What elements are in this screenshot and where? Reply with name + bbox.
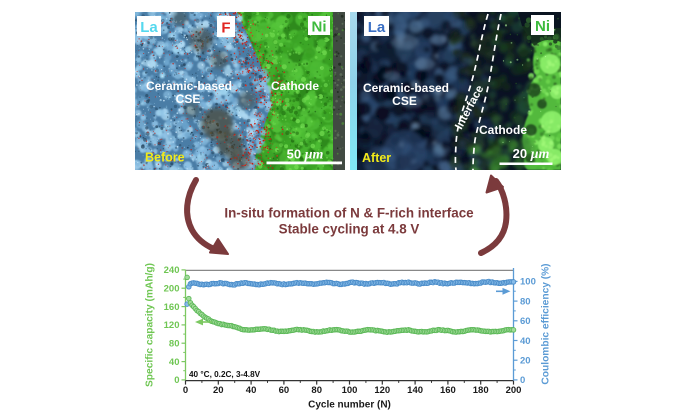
svg-text:80: 80 (169, 339, 180, 350)
svg-text:0: 0 (174, 375, 179, 386)
svg-text:CSE: CSE (392, 94, 417, 108)
svg-text:160: 160 (164, 302, 180, 313)
svg-text:Stable cycling at 4.8 V: Stable cycling at 4.8 V (279, 222, 420, 237)
svg-text:60: 60 (520, 316, 531, 327)
svg-text:In-situ formation of N & F-ric: In-situ formation of N & F-rich interfac… (224, 206, 473, 221)
svg-text:Before: Before (145, 151, 185, 165)
svg-text:Ceramic-based: Ceramic-based (363, 81, 449, 95)
svg-text:120: 120 (374, 385, 390, 396)
svg-text:Specific capacity (mAh/g): Specific capacity (mAh/g) (145, 263, 156, 387)
svg-text:120: 120 (164, 320, 180, 331)
svg-text:La: La (140, 19, 158, 36)
svg-text:Coulombic efficiency (%): Coulombic efficiency (%) (541, 263, 552, 384)
svg-text:50 μm: 50 μm (287, 147, 324, 163)
svg-text:80: 80 (520, 296, 531, 307)
svg-text:40: 40 (169, 357, 180, 368)
svg-text:Ni: Ni (312, 19, 327, 36)
svg-text:100: 100 (342, 385, 358, 396)
svg-text:Ni: Ni (535, 18, 550, 35)
svg-text:40: 40 (520, 336, 531, 347)
svg-text:Cathode: Cathode (479, 123, 527, 137)
svg-text:240: 240 (164, 265, 180, 276)
svg-text:La: La (368, 19, 386, 36)
svg-text:0: 0 (520, 375, 525, 386)
svg-text:20: 20 (520, 356, 531, 367)
svg-text:Cathode: Cathode (271, 79, 319, 93)
svg-text:180: 180 (473, 385, 489, 396)
svg-text:200: 200 (506, 385, 522, 396)
svg-text:After: After (362, 151, 391, 165)
svg-text:80: 80 (311, 385, 322, 396)
svg-text:20: 20 (213, 385, 224, 396)
svg-text:20 μm: 20 μm (513, 146, 550, 162)
svg-text:60: 60 (279, 385, 290, 396)
svg-text:F: F (221, 20, 230, 37)
svg-text:100: 100 (520, 277, 536, 288)
svg-text:40: 40 (246, 385, 257, 396)
svg-text:40 °C, 0.2C, 3-4.8V: 40 °C, 0.2C, 3-4.8V (189, 370, 261, 379)
svg-text:Cycle number (N): Cycle number (N) (308, 400, 391, 411)
svg-text:200: 200 (164, 284, 180, 295)
svg-text:0: 0 (183, 385, 188, 396)
svg-text:140: 140 (407, 385, 423, 396)
svg-text:CSE: CSE (176, 92, 201, 106)
svg-text:160: 160 (440, 385, 456, 396)
svg-text:Ceramic-based: Ceramic-based (146, 79, 232, 93)
